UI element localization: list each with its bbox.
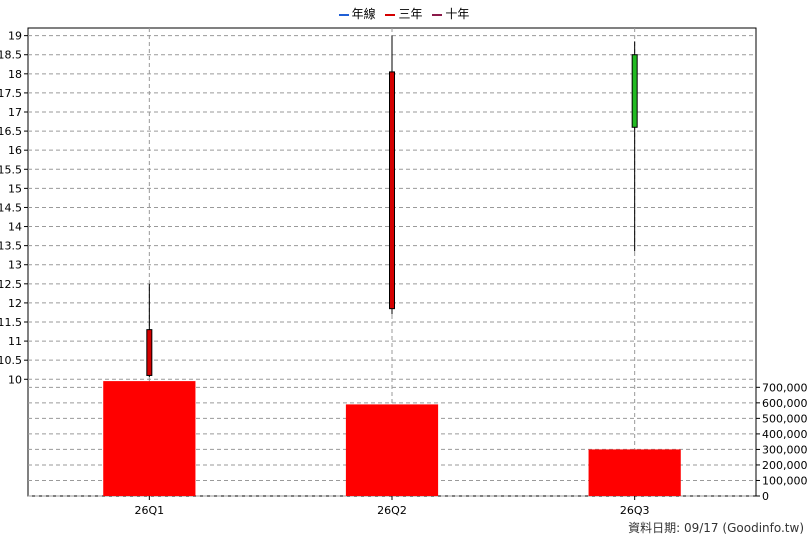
- price-tick-label: 18: [8, 68, 22, 81]
- legend: 年線 三年 十年: [0, 5, 808, 22]
- legend-swatch-annual: [338, 13, 349, 16]
- volume-tick-label: 200,000: [762, 459, 808, 472]
- legend-item-three-year: 三年: [385, 5, 423, 22]
- source-label: (Goodinfo.tw): [722, 521, 804, 535]
- price-tick-label: 13: [8, 259, 22, 272]
- price-tick-label: 14.5: [0, 201, 22, 214]
- price-tick-label: 10: [8, 373, 22, 386]
- price-tick-label: 12.5: [0, 278, 22, 291]
- x-tick-label: 26Q3: [620, 504, 650, 517]
- price-tick-label: 18.5: [0, 49, 22, 62]
- legend-label-ten-year: 十年: [445, 7, 470, 21]
- price-tick-label: 10.5: [0, 354, 22, 367]
- price-tick-label: 15.5: [0, 163, 22, 176]
- price-tick-label: 16: [8, 144, 22, 157]
- volume-bar: [588, 449, 681, 496]
- price-tick-label: 11: [8, 335, 22, 348]
- price-tick-label: 11.5: [0, 316, 22, 329]
- legend-swatch-ten-year: [432, 13, 443, 16]
- volume-bar: [103, 381, 196, 496]
- price-tick-label: 13.5: [0, 240, 22, 253]
- x-tick-label: 26Q1: [135, 504, 165, 517]
- legend-label-three-year: 三年: [398, 7, 423, 21]
- price-tick-label: 16.5: [0, 125, 22, 138]
- volume-bar: [345, 404, 439, 496]
- candle-body: [146, 329, 153, 376]
- volume-tick-label: 700,000: [762, 381, 808, 394]
- volume-tick-label: 100,000: [762, 474, 808, 487]
- volume-tick-label: 600,000: [762, 397, 808, 410]
- data-date-label: 資料日期: 09/17: [628, 521, 719, 535]
- price-tick-label: 14: [8, 221, 22, 234]
- price-tick-label: 19: [8, 30, 22, 43]
- price-tick-label: 15: [8, 182, 22, 195]
- candle-body: [631, 54, 638, 128]
- candle-body: [389, 71, 395, 310]
- footer: 資料日期: 09/17 (Goodinfo.tw): [628, 519, 804, 536]
- volume-tick-label: 0: [762, 490, 769, 503]
- price-tick-label: 17: [8, 106, 22, 119]
- legend-item-annual: 年線: [338, 5, 376, 22]
- volume-tick-label: 500,000: [762, 412, 808, 425]
- volume-tick-label: 400,000: [762, 428, 808, 441]
- x-tick-label: 26Q2: [377, 504, 407, 517]
- volume-tick-label: 300,000: [762, 443, 808, 456]
- legend-item-ten-year: 十年: [432, 5, 469, 22]
- price-tick-label: 17.5: [0, 87, 22, 100]
- price-tick-label: 12: [8, 297, 22, 310]
- legend-swatch-three-year: [385, 13, 396, 16]
- legend-label-annual: 年線: [351, 7, 376, 21]
